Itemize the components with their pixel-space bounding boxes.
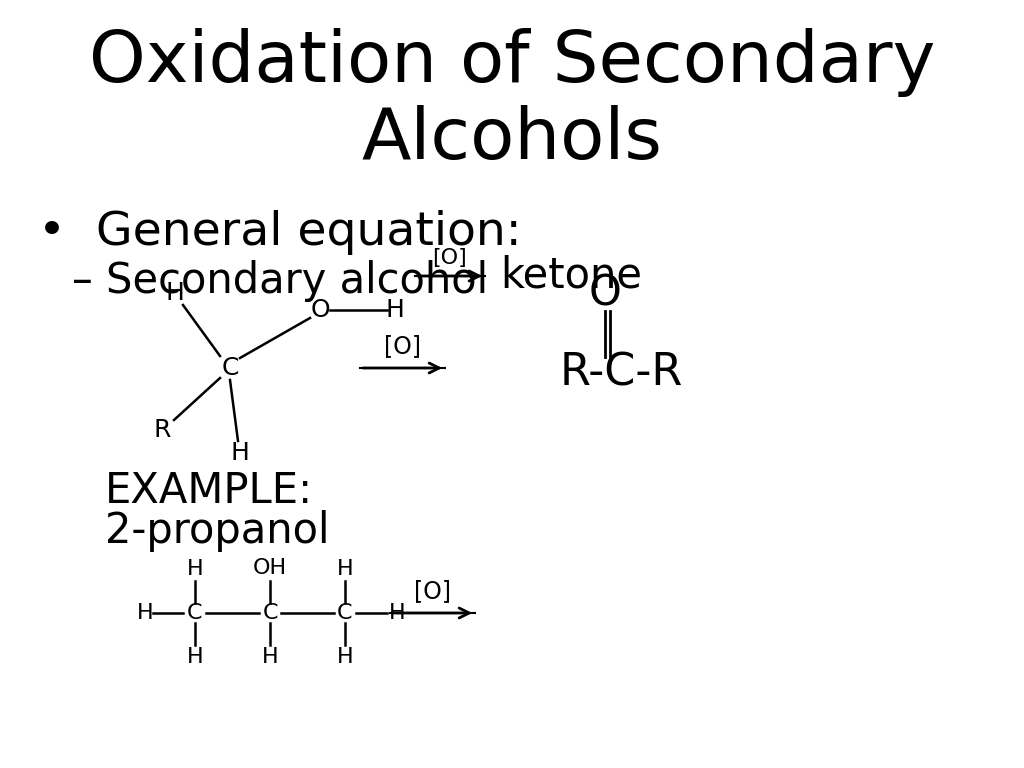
Text: •  General equation:: • General equation: bbox=[38, 210, 521, 255]
Text: C: C bbox=[337, 603, 352, 623]
Text: EXAMPLE:: EXAMPLE: bbox=[105, 470, 313, 512]
Text: R: R bbox=[154, 418, 171, 442]
Text: H: H bbox=[262, 647, 279, 667]
Text: H: H bbox=[337, 647, 353, 667]
Text: [O]: [O] bbox=[432, 248, 467, 268]
Text: OH: OH bbox=[253, 558, 287, 578]
Text: [O]: [O] bbox=[414, 579, 451, 603]
Text: H: H bbox=[186, 647, 204, 667]
Text: [O]: [O] bbox=[384, 334, 421, 358]
Text: H: H bbox=[386, 298, 404, 322]
Text: H: H bbox=[389, 603, 406, 623]
Text: H: H bbox=[230, 441, 250, 465]
Text: C: C bbox=[187, 603, 203, 623]
Text: O: O bbox=[310, 298, 330, 322]
Text: Oxidation of Secondary
Alcohols: Oxidation of Secondary Alcohols bbox=[89, 28, 935, 174]
Text: H: H bbox=[166, 281, 184, 305]
Text: – Secondary alcohol: – Secondary alcohol bbox=[72, 260, 488, 302]
Text: H: H bbox=[136, 603, 154, 623]
Text: H: H bbox=[337, 559, 353, 579]
Text: ketone: ketone bbox=[500, 255, 642, 297]
Text: H: H bbox=[186, 559, 204, 579]
Text: R-C-R: R-C-R bbox=[560, 352, 683, 395]
Text: C: C bbox=[262, 603, 278, 623]
Text: O: O bbox=[589, 272, 622, 314]
Text: C: C bbox=[221, 356, 239, 380]
Text: 2-propanol: 2-propanol bbox=[105, 510, 330, 552]
